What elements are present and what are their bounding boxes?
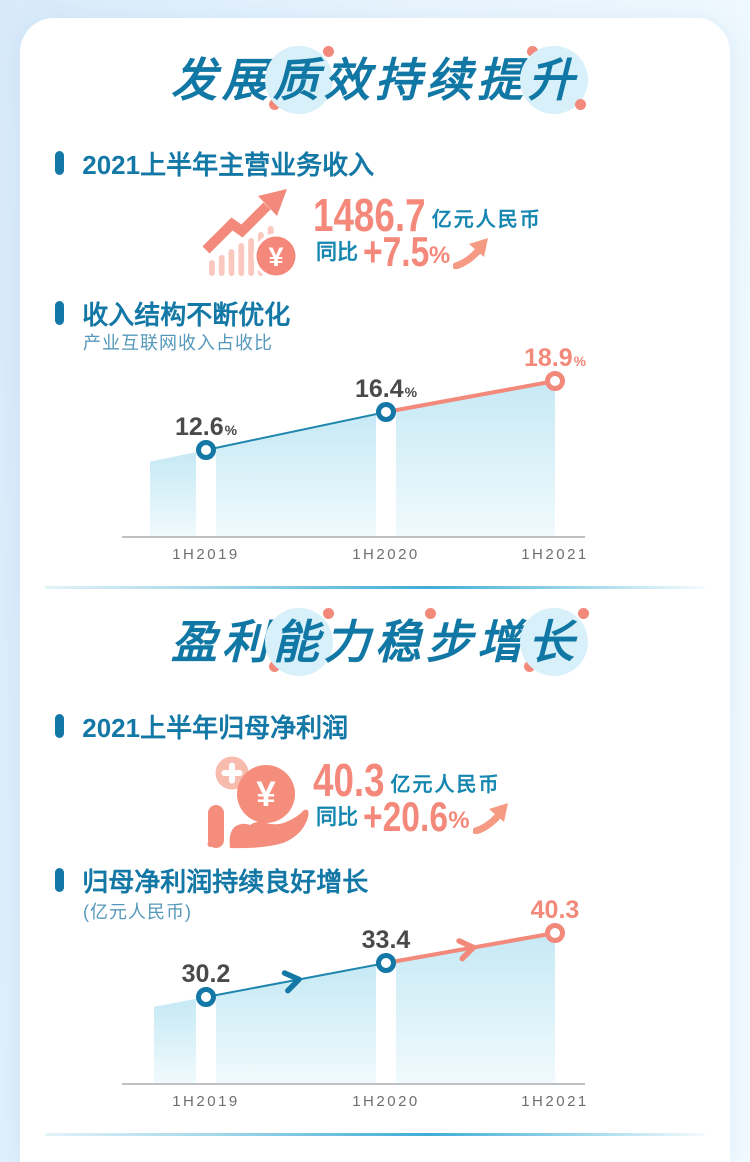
svg-text:¥: ¥ — [268, 242, 283, 272]
revenue-heading-label: 2021上半年主营业务收入 — [82, 150, 375, 180]
svg-text:1H2019: 1H2019 — [172, 1093, 240, 1110]
pill-bullet-icon — [55, 301, 64, 325]
svg-text:1H2020: 1H2020 — [352, 546, 420, 563]
pill-bullet-icon — [55, 868, 64, 892]
pill-bullet-icon — [55, 151, 64, 175]
revenue-value-row: 1486.7 亿元人民币 — [313, 192, 542, 238]
hand-holding-yuan-coin-icon: ¥ — [203, 753, 313, 860]
svg-text:¥: ¥ — [256, 775, 276, 814]
profit-growth-heading: 归母净利润持续良好增长 — [55, 862, 368, 899]
chart1-subtitle: 产业互联网收入占收比 — [83, 333, 273, 353]
section-divider-2 — [45, 1133, 705, 1136]
up-trend-arrow-icon — [472, 802, 509, 835]
revenue-structure-heading-label: 收入结构不断优化 — [82, 300, 291, 330]
revenue-share-area-chart: 12.6% 16.4% 18.9% 1H2019 1H2020 1H2021 — [122, 344, 589, 563]
profit-yoy-value: +20.6 — [363, 793, 449, 840]
revenue-value: 1486.7 — [313, 189, 426, 241]
svg-text:1H2021: 1H2021 — [521, 546, 589, 563]
svg-text:1H2019: 1H2019 — [172, 546, 240, 563]
percent-sign: % — [428, 242, 451, 269]
pill-bullet-icon — [55, 714, 64, 738]
chart2-subtitle: (亿元人民币) — [83, 902, 192, 922]
profit-yoy-row: 同比 +20.6 % — [316, 796, 509, 838]
svg-text:30.2: 30.2 — [182, 960, 231, 988]
yoy-label: 同比 — [316, 806, 358, 829]
rising-bar-chart-yuan-icon: ¥ — [202, 188, 305, 288]
revenue-heading: 2021上半年主营业务收入 — [55, 145, 374, 182]
svg-text:1H2021: 1H2021 — [521, 1093, 589, 1110]
svg-text:18.9%: 18.9% — [524, 344, 587, 372]
profit-heading-label: 2021上半年归母净利润 — [82, 713, 349, 743]
yoy-label: 同比 — [316, 241, 358, 264]
percent-sign: % — [448, 807, 470, 834]
section-divider-1 — [45, 586, 705, 589]
net-profit-area-chart: 30.2 33.4 40.3 1H2019 1H2020 1H2021 — [122, 896, 589, 1110]
infographic-card: 发展质效持续提升 2021上半年主营业务收入 ¥ — [20, 18, 730, 1162]
profit-value-row: 40.3 亿元人民币 — [313, 757, 501, 803]
revenue-yoy-value: +7.5 — [363, 228, 430, 275]
profit-unit: 亿元人民币 — [390, 774, 501, 796]
revenue-yoy-row: 同比 +7.5 % — [316, 231, 489, 273]
svg-text:40.3: 40.3 — [531, 896, 580, 924]
up-trend-arrow-icon — [452, 237, 489, 270]
revenue-unit: 亿元人民币 — [431, 209, 542, 231]
section1-title: 发展质效持续提升 — [20, 46, 730, 114]
revenue-structure-heading: 收入结构不断优化 — [55, 295, 290, 332]
profit-growth-heading-label: 归母净利润持续良好增长 — [82, 867, 369, 897]
svg-text:12.6%: 12.6% — [175, 413, 238, 441]
svg-text:1H2020: 1H2020 — [352, 1093, 420, 1110]
profit-value: 40.3 — [313, 754, 385, 806]
section2-title: 盈利能力稳 步增长 — [20, 608, 730, 676]
svg-text:16.4%: 16.4% — [355, 375, 418, 403]
profit-heading: 2021上半年归母净利润 — [55, 708, 348, 745]
svg-text:33.4: 33.4 — [362, 926, 411, 954]
